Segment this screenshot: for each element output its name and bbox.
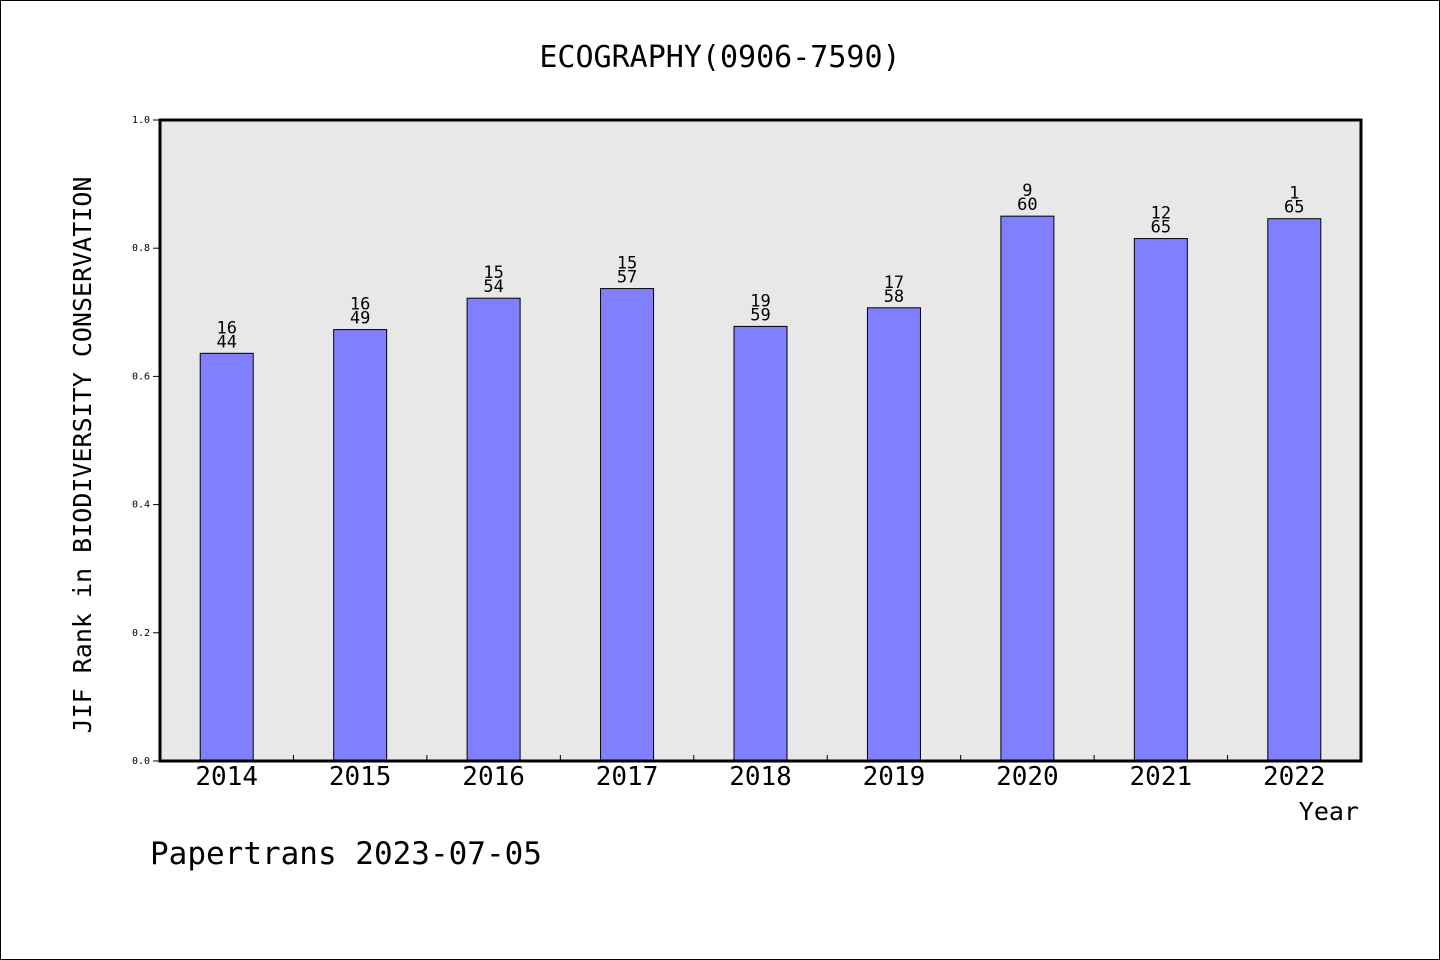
y-tick-label-0.6: 0.6 xyxy=(132,371,150,382)
bar-2022 xyxy=(1267,218,1322,762)
y-tick-label-1.0: 1.0 xyxy=(132,115,150,126)
plot-border xyxy=(158,118,1363,763)
ticks-layer: 2014 2015 2016 2017 2018 2019 2020 2021 2022 0.0 0… xyxy=(132,115,1326,792)
bar-2017 xyxy=(600,288,655,762)
chart-title: ECOGRAPHY(0906-7590) xyxy=(539,40,900,75)
x-axis-label: Year xyxy=(1299,797,1359,826)
rank-label-2015: 16 xyxy=(350,295,370,315)
x-tick-label-2017: 2017 xyxy=(596,762,659,792)
x-tick-label-2014: 2014 xyxy=(195,762,258,792)
x-tick-label-2020: 2020 xyxy=(996,762,1059,792)
bar-2020 xyxy=(1000,215,1055,762)
x-tick-label-2015: 2015 xyxy=(329,762,392,792)
rank-label-2019: 17 xyxy=(884,273,904,293)
y-tick-label-0.0: 0.0 xyxy=(132,756,150,767)
total-label-2016: 54 xyxy=(483,277,503,297)
rank-label-2022: 1 xyxy=(1289,184,1299,204)
rank-label-2016: 15 xyxy=(483,263,503,283)
total-label-2019: 58 xyxy=(884,287,904,307)
bar-2019 xyxy=(866,307,921,762)
rank-label-2018: 19 xyxy=(750,291,770,311)
total-label-2014: 44 xyxy=(216,332,236,352)
rank-label-2017: 15 xyxy=(617,254,637,274)
y-tick-label-0.8: 0.8 xyxy=(132,243,150,254)
bar-2014 xyxy=(199,352,254,762)
bar-2015 xyxy=(333,329,388,762)
y-axis-label: JIF Rank in BIODIVERSITY CONSERVATION xyxy=(68,177,97,734)
rank-label-2020: 9 xyxy=(1022,181,1032,201)
x-tick-label-2021: 2021 xyxy=(1130,762,1193,792)
x-tick-label-2019: 2019 xyxy=(863,762,926,792)
total-label-2020: 60 xyxy=(1017,195,1037,215)
watermark-text: Papertrans 2023-07-05 xyxy=(150,836,542,872)
bar-2021 xyxy=(1133,238,1188,762)
x-tick-label-2022: 2022 xyxy=(1263,762,1326,792)
total-label-2018: 59 xyxy=(750,305,770,325)
total-label-2022: 65 xyxy=(1284,198,1304,218)
bar-2018 xyxy=(733,325,788,762)
total-label-2017: 57 xyxy=(617,268,637,288)
rank-label-2014: 16 xyxy=(216,318,236,338)
y-tick-label-0.4: 0.4 xyxy=(132,500,150,511)
y-tick-label-0.2: 0.2 xyxy=(132,628,150,639)
x-tick-label-2016: 2016 xyxy=(462,762,525,792)
bars-layer xyxy=(199,215,1322,762)
total-label-2021: 65 xyxy=(1151,218,1171,238)
rank-label-2021: 12 xyxy=(1151,204,1171,224)
total-label-2015: 49 xyxy=(350,309,370,329)
x-tick-label-2018: 2018 xyxy=(729,762,792,792)
bar-2016 xyxy=(466,297,521,762)
